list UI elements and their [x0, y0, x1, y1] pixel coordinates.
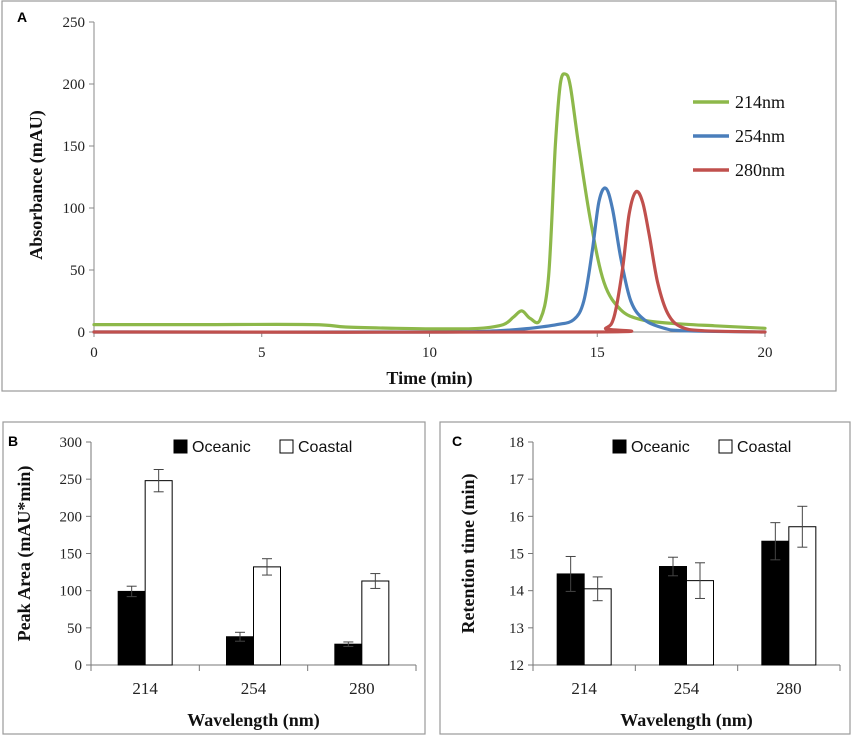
category-label: 280 — [776, 679, 802, 698]
series-line-280nm — [92, 189, 767, 334]
legend-label-254nm: 254nm — [735, 126, 785, 146]
y-tick-label: 150 — [63, 139, 86, 155]
bar-oceanic-280 — [334, 643, 363, 666]
x-tick-label: 20 — [758, 345, 773, 361]
x-axis-title: Wavelength (nm) — [620, 710, 753, 731]
panel-a-letter: A — [17, 9, 27, 25]
legend-label-280nm: 280nm — [735, 160, 785, 180]
x-tick-label: 15 — [590, 345, 605, 361]
bar-oceanic-214 — [117, 590, 146, 666]
bar-coastal-214 — [144, 480, 173, 666]
x-axis-title: Wavelength (nm) — [187, 710, 320, 731]
legend-label-oceanic: Oceanic — [631, 439, 690, 456]
y-axis-title: Peak Area (mAU*min) — [14, 466, 35, 642]
x-axis-title: Time (min) — [386, 368, 472, 389]
y-tick-label: 16 — [509, 509, 525, 525]
y-tick-label: 100 — [63, 201, 86, 217]
panel-c-chart: 12 13 14 15 16 17 18 214 254 280 Wavelength (nm) Re… — [458, 435, 841, 731]
panel-b-letter: B — [8, 433, 18, 449]
legend-label-coastal: Coastal — [298, 439, 352, 456]
y-tick-label: 50 — [67, 621, 82, 637]
y-tick-label: 150 — [60, 547, 83, 563]
y-tick-label: 300 — [60, 435, 83, 451]
panel-b-chart: 0 50 100 150 200 250 300 214 254 280 Wavelength (n… — [14, 435, 417, 731]
legend-label-214nm: 214nm — [735, 92, 785, 112]
panel-b-frame — [2, 421, 426, 735]
bar-oceanic-280 — [761, 540, 790, 666]
bar-coastal-254 — [253, 566, 281, 666]
panel-c-letter: C — [452, 433, 462, 449]
y-axis-title: Absorbance (mAU) — [26, 110, 47, 259]
legend-swatch-oceanic — [612, 439, 627, 454]
x-tick-label: 5 — [258, 345, 266, 361]
bar-coastal-280 — [361, 580, 390, 666]
x-tick-label: 0 — [90, 345, 98, 361]
y-tick-label: 200 — [63, 77, 86, 93]
y-tick-label: 250 — [63, 15, 86, 31]
bar-coastal-214 — [583, 588, 612, 666]
y-tick-label: 250 — [60, 472, 83, 488]
panel-a-frame — [1, 0, 837, 392]
y-tick-label: 0 — [75, 658, 83, 674]
y-tick-label: 50 — [70, 263, 85, 279]
bar-oceanic-254 — [659, 566, 687, 666]
y-tick-label: 13 — [509, 621, 524, 637]
y-tick-label: 200 — [60, 509, 83, 525]
y-tick-label: 15 — [509, 547, 524, 563]
category-label: 214 — [132, 679, 158, 698]
y-tick-label: 17 — [509, 472, 525, 488]
series-line-254nm — [92, 186, 767, 334]
y-tick-label: 18 — [509, 435, 524, 451]
y-tick-label: 12 — [509, 658, 524, 674]
legend-swatch-oceanic — [173, 439, 188, 454]
y-axis-title: Retention time (min) — [458, 474, 479, 634]
series-line-214nm — [92, 72, 767, 331]
category-label: 280 — [349, 679, 375, 698]
y-tick-label: 14 — [509, 584, 525, 600]
panel-a-chart: 0 50 100 150 200 250 0 5 10 15 20 Time (min) Absorba… — [26, 15, 785, 389]
x-tick-label: 10 — [422, 345, 437, 361]
legend-swatch-coastal — [718, 439, 733, 454]
legend-label-coastal: Coastal — [737, 439, 791, 456]
legend-label-oceanic: Oceanic — [192, 439, 251, 456]
panel-c-frame — [439, 421, 851, 735]
y-tick-label: 100 — [60, 584, 83, 600]
category-label: 254 — [241, 679, 267, 698]
category-label: 214 — [571, 679, 597, 698]
legend-swatch-coastal — [279, 439, 294, 454]
category-label: 254 — [674, 679, 700, 698]
y-tick-label: 0 — [78, 325, 86, 341]
